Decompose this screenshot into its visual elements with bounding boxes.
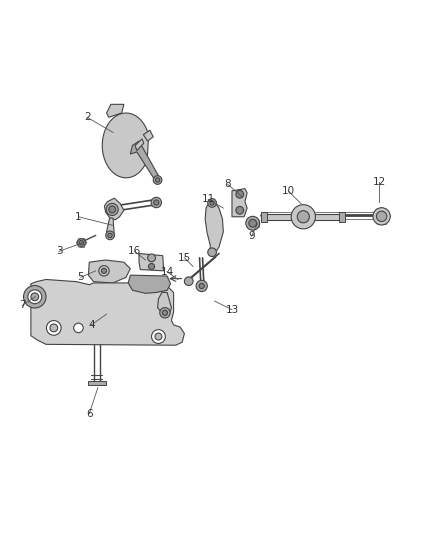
Polygon shape [102, 113, 148, 178]
Polygon shape [339, 212, 345, 222]
Circle shape [79, 240, 84, 245]
Circle shape [106, 204, 118, 215]
Circle shape [373, 208, 390, 225]
Circle shape [184, 277, 193, 286]
Circle shape [106, 231, 114, 240]
Circle shape [152, 329, 166, 343]
Polygon shape [205, 201, 223, 254]
Circle shape [78, 239, 85, 247]
Text: 12: 12 [372, 177, 385, 187]
Polygon shape [88, 260, 131, 283]
Circle shape [208, 248, 216, 256]
Circle shape [291, 205, 315, 229]
Text: 4: 4 [88, 320, 95, 330]
Polygon shape [139, 254, 164, 271]
Circle shape [196, 280, 207, 292]
Polygon shape [131, 141, 159, 182]
Circle shape [199, 284, 204, 288]
Polygon shape [88, 381, 106, 385]
Circle shape [24, 286, 46, 308]
Circle shape [28, 290, 42, 304]
Circle shape [246, 216, 260, 230]
Text: 1: 1 [75, 212, 82, 222]
Circle shape [31, 293, 39, 301]
Circle shape [101, 268, 106, 273]
Circle shape [46, 320, 61, 335]
Text: 13: 13 [225, 305, 239, 315]
Circle shape [236, 206, 244, 214]
Polygon shape [143, 130, 153, 141]
Text: 3: 3 [56, 246, 62, 256]
Text: 2: 2 [84, 112, 90, 122]
Polygon shape [158, 293, 171, 314]
Text: 16: 16 [128, 246, 141, 256]
Circle shape [108, 233, 112, 238]
Circle shape [154, 200, 159, 205]
Circle shape [74, 323, 83, 333]
Circle shape [249, 220, 257, 227]
Circle shape [153, 176, 162, 184]
Text: 15: 15 [178, 253, 191, 263]
Circle shape [50, 324, 58, 332]
Circle shape [297, 211, 309, 223]
Circle shape [208, 199, 216, 207]
Text: 10: 10 [282, 186, 295, 196]
Polygon shape [104, 198, 124, 220]
Circle shape [162, 310, 168, 316]
Polygon shape [261, 212, 267, 222]
Polygon shape [106, 218, 114, 238]
Circle shape [155, 333, 162, 340]
Polygon shape [31, 279, 184, 345]
Polygon shape [232, 189, 247, 217]
Circle shape [151, 197, 162, 208]
Text: 8: 8 [224, 179, 231, 189]
Polygon shape [106, 104, 124, 117]
Circle shape [155, 178, 160, 182]
Circle shape [210, 201, 214, 205]
Circle shape [148, 254, 155, 262]
Text: 14: 14 [160, 266, 174, 277]
Polygon shape [128, 275, 170, 293]
Circle shape [160, 308, 170, 318]
Circle shape [376, 211, 387, 222]
Text: 5: 5 [77, 272, 84, 282]
Polygon shape [135, 139, 144, 151]
Text: 6: 6 [86, 408, 92, 418]
Text: 9: 9 [248, 231, 255, 241]
Circle shape [99, 265, 109, 276]
Text: 11: 11 [201, 195, 215, 205]
Polygon shape [261, 214, 340, 220]
Circle shape [148, 263, 155, 270]
Circle shape [109, 206, 116, 213]
Circle shape [236, 190, 244, 198]
Text: 7: 7 [19, 301, 25, 310]
